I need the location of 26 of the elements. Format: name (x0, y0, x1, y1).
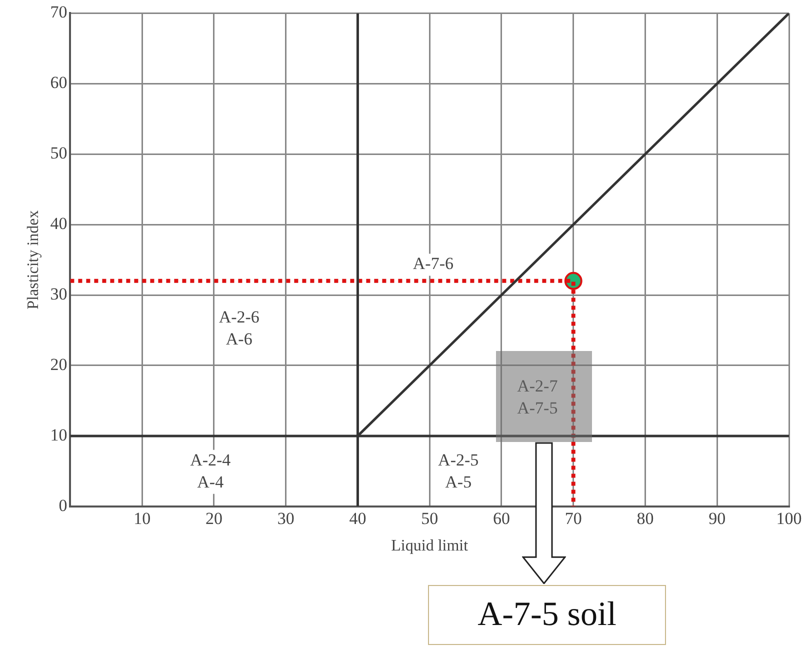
y-tick-label: 20 (50, 354, 68, 374)
x-tick-label: 90 (708, 509, 726, 528)
annotation: A-7-6 (412, 254, 454, 274)
x-tick-label: 30 (277, 509, 294, 528)
x-axis-title: Liquid limit (391, 538, 469, 555)
annotation: A-2-6 A-6 (218, 307, 260, 348)
annotation: A-2-4 A-4 (190, 450, 232, 492)
y-tick-label: 70 (50, 2, 68, 22)
y-tick-label: 10 (50, 425, 68, 444)
x-tick-label: 10 (134, 509, 151, 528)
y-tick-label: 50 (50, 144, 68, 163)
y-tick-label: 40 (50, 214, 68, 234)
x-tick-label: 50 (421, 509, 438, 528)
x-tick-label: 100 (776, 509, 802, 528)
annotation: A-2-5 A-5 (438, 450, 479, 492)
y-tick-label: 60 (50, 73, 68, 92)
text: A-7-5 soil (428, 585, 666, 645)
x-tick-label: 20 (205, 509, 222, 528)
y-axis-title: Plasticity index (24, 210, 42, 310)
annotation: A-2-7 A-7-5 (517, 376, 558, 418)
x-tick-label: 80 (636, 509, 654, 528)
x-tick-label: 60 (492, 509, 510, 528)
x-tick-label: 40 (349, 509, 366, 528)
y-tick-label: 0 (58, 496, 68, 515)
y-tick-label: 30 (50, 284, 68, 304)
x-tick-label: 70 (564, 509, 582, 528)
